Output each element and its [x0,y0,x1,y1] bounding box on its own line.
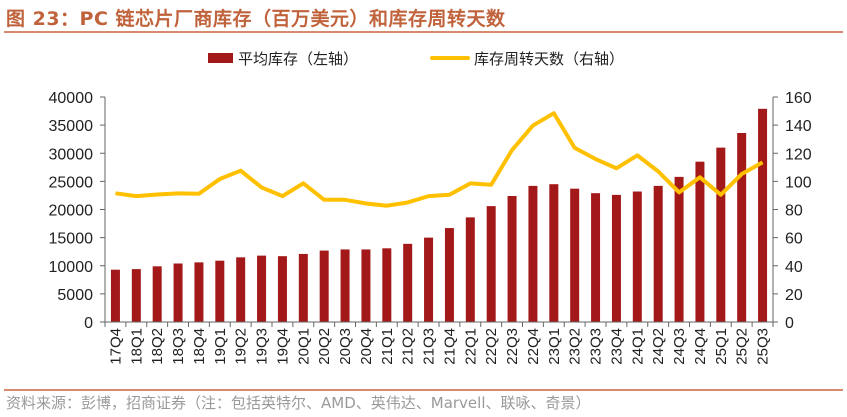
x-tick-label: 24Q1 [629,328,646,365]
x-tick-label: 25Q2 [734,328,751,365]
bar-24Q4 [695,161,705,322]
x-tick-label: 23Q1 [546,328,563,365]
x-tick-label: 22Q4 [525,328,542,365]
right-tick-label: 80 [785,203,803,220]
bar-23Q1 [549,184,559,322]
right-tick-label: 120 [785,146,812,163]
bar-22Q4 [528,185,538,322]
legend-label-bar: 平均库存（左轴） [238,51,358,68]
left-tick-label: 20000 [49,203,94,220]
bar-18Q2 [152,266,162,322]
x-tick-label: 25Q3 [755,328,772,365]
left-tick-label: 15000 [49,231,94,248]
right-tick-label: 20 [785,287,803,304]
x-tick-label: 22Q1 [462,328,479,365]
bar-19Q1 [215,260,225,322]
bar-19Q2 [236,257,246,322]
bar-19Q4 [277,256,287,322]
bar-23Q4 [611,194,621,322]
left-tick-label: 40000 [49,90,94,107]
bar-22Q1 [465,217,475,322]
bar-21Q1 [382,248,392,322]
source-divider [4,389,843,391]
x-tick-label: 24Q3 [671,328,688,365]
bar-24Q2 [653,185,663,322]
left-tick-label: 0 [84,315,93,332]
bar-18Q3 [173,263,183,322]
x-tick-label: 21Q2 [400,328,417,365]
left-tick-label: 30000 [49,146,94,163]
left-tick-label: 35000 [49,118,94,135]
right-tick-label: 60 [785,231,803,248]
x-tick-label: 22Q2 [483,328,500,365]
x-tick-label: 20Q2 [316,328,333,365]
bar-25Q1 [716,147,726,322]
x-tick-label: 24Q4 [692,328,709,365]
right-tick-label: 0 [785,315,794,332]
x-tick-label: 23Q2 [567,328,584,365]
x-tick-label: 19Q3 [254,328,271,365]
x-tick-label: 25Q1 [713,328,730,365]
right-tick-label: 160 [785,90,812,107]
bar-21Q3 [424,237,434,322]
bar-20Q3 [340,249,350,322]
right-tick-label: 40 [785,259,803,276]
bar-17Q4 [110,269,120,322]
bar-18Q1 [131,269,141,322]
bar-22Q3 [507,196,517,322]
bar-20Q4 [361,249,371,322]
bar-24Q3 [674,176,684,322]
x-tick-label: 20Q4 [358,328,375,365]
left-tick-label: 25000 [49,174,94,191]
x-tick-label: 22Q3 [504,328,521,365]
x-tick-label: 20Q1 [295,328,312,365]
x-tick-label: 18Q4 [191,328,208,365]
right-tick-label: 100 [785,174,812,191]
x-tick-label: 19Q4 [274,328,291,365]
x-tick-label: 23Q4 [608,328,625,365]
left-tick-label: 5000 [57,287,93,304]
bar-19Q3 [257,255,267,322]
x-tick-label: 23Q3 [588,328,605,365]
bar-21Q4 [444,228,454,322]
chart-title: 图 23：PC 链芯片厂商库存（百万美元）和库存周转天数 [6,8,506,30]
legend-swatch-bar [208,53,233,63]
x-tick-label: 21Q3 [421,328,438,365]
source-note: 资料来源：彭博，招商证券（注：包括英特尔、AMD、英伟达、Marvell、联咏、… [6,394,591,412]
x-tick-label: 18Q1 [128,328,145,365]
x-tick-label: 20Q3 [337,328,354,365]
x-tick-label: 21Q4 [441,328,458,365]
bar-18Q4 [194,262,204,322]
bar-25Q2 [737,133,747,322]
bar-23Q3 [591,193,601,322]
x-tick-label: 24Q2 [650,328,667,365]
bar-24Q1 [632,191,642,322]
line-series-turnover-days [115,111,764,208]
right-tick-label: 140 [785,118,812,135]
x-tick-label: 21Q1 [379,328,396,365]
bar-25Q3 [758,108,768,322]
x-tick-label: 18Q3 [170,328,187,365]
bar-21Q2 [403,243,413,322]
x-tick-label: 18Q2 [149,328,166,365]
x-tick-label: 17Q4 [107,328,124,365]
title-divider [4,31,843,33]
x-tick-label: 19Q2 [233,328,250,365]
bar-20Q1 [298,253,308,322]
bar-22Q2 [486,206,496,322]
bar-20Q2 [319,250,329,322]
bar-23Q2 [570,188,580,322]
x-tick-label: 19Q1 [212,328,229,365]
legend-label-line: 库存周转天数（右轴） [474,51,624,68]
left-tick-label: 10000 [49,259,94,276]
